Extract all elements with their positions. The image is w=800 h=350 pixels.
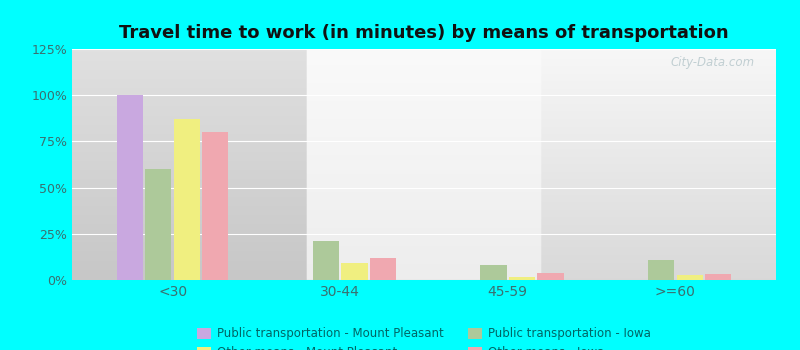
Bar: [648, 260, 674, 280]
Bar: [677, 275, 702, 280]
Text: City-Data.com: City-Data.com: [670, 56, 755, 69]
Bar: [370, 258, 396, 280]
Bar: [117, 95, 143, 280]
Bar: [202, 132, 229, 280]
Bar: [342, 263, 367, 280]
Bar: [174, 119, 200, 280]
Bar: [705, 274, 731, 280]
Bar: [509, 277, 535, 280]
Bar: [481, 265, 506, 280]
Title: Travel time to work (in minutes) by means of transportation: Travel time to work (in minutes) by mean…: [119, 24, 729, 42]
Bar: [313, 241, 339, 280]
Bar: [146, 169, 171, 280]
Bar: [538, 273, 564, 280]
Legend: Public transportation - Mount Pleasant, Other means - Mount Pleasant, Public tra: Public transportation - Mount Pleasant, …: [198, 328, 650, 350]
